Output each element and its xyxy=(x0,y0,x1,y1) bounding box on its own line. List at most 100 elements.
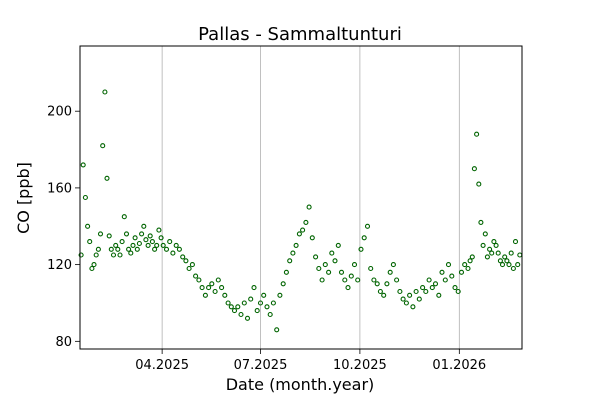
data-point xyxy=(480,242,486,248)
data-point xyxy=(462,262,468,268)
data-point xyxy=(426,277,432,283)
data-point xyxy=(110,252,117,258)
data-point xyxy=(147,233,153,239)
data-point xyxy=(497,258,503,264)
data-point xyxy=(371,277,377,283)
data-point xyxy=(183,258,189,264)
x-tick-label: 10.2025 xyxy=(333,358,387,373)
data-point xyxy=(413,288,419,295)
data-point xyxy=(97,231,104,237)
data-point xyxy=(145,242,151,248)
data-point xyxy=(400,296,406,302)
data-point xyxy=(136,240,142,247)
data-point xyxy=(158,235,164,241)
data-point xyxy=(80,162,86,168)
data-point xyxy=(100,143,106,149)
data-point xyxy=(152,246,158,252)
data-point xyxy=(358,246,364,252)
data-point xyxy=(407,292,413,298)
data-point xyxy=(206,285,212,291)
data-point xyxy=(93,252,99,258)
data-point xyxy=(478,219,484,225)
data-point xyxy=(186,265,192,272)
data-point xyxy=(512,239,519,245)
data-point xyxy=(228,304,234,310)
data-point xyxy=(467,258,473,264)
plot-frame xyxy=(79,45,523,350)
y-tick-label: 120 xyxy=(47,258,72,273)
data-point xyxy=(491,239,497,245)
data-point xyxy=(495,250,501,256)
data-point xyxy=(449,273,455,279)
data-point xyxy=(432,281,439,287)
chart-title: Pallas - Sammaltunturi xyxy=(198,24,402,45)
data-point xyxy=(202,292,208,298)
data-point xyxy=(143,237,149,243)
data-point xyxy=(306,204,312,210)
data-point xyxy=(274,327,280,333)
data-point xyxy=(222,292,228,298)
data-point xyxy=(420,285,426,291)
data-point xyxy=(134,246,140,252)
data-point xyxy=(215,277,221,283)
data-point xyxy=(102,89,108,95)
data-point xyxy=(241,300,247,306)
data-point xyxy=(163,246,170,252)
data-point xyxy=(251,285,257,291)
data-point xyxy=(173,242,179,248)
data-point xyxy=(283,269,289,275)
data-point xyxy=(149,239,155,245)
data-points xyxy=(78,89,523,333)
data-point xyxy=(293,242,299,248)
data-point xyxy=(487,246,493,252)
data-point xyxy=(303,219,309,225)
data-point xyxy=(82,194,88,201)
data-point xyxy=(277,292,283,298)
data-point xyxy=(482,231,488,237)
data-point xyxy=(199,285,205,291)
data-point xyxy=(130,242,136,248)
data-point xyxy=(455,288,461,295)
data-point xyxy=(493,242,499,248)
data-point xyxy=(193,273,199,279)
data-point xyxy=(474,131,480,137)
data-point xyxy=(476,181,482,187)
data-point xyxy=(416,296,422,302)
data-point xyxy=(465,265,471,272)
data-point xyxy=(123,231,130,237)
data-point xyxy=(156,227,162,233)
data-point xyxy=(452,285,458,291)
data-point xyxy=(225,300,231,306)
data-point xyxy=(235,304,241,310)
data-point xyxy=(154,242,160,248)
data-point xyxy=(108,246,114,252)
data-point xyxy=(209,281,215,287)
data-point xyxy=(91,262,97,268)
data-point xyxy=(106,233,112,239)
data-point xyxy=(351,262,358,268)
data-point xyxy=(436,292,442,298)
data-point xyxy=(196,277,202,283)
data-point xyxy=(458,269,465,275)
data-point xyxy=(313,254,319,260)
data-point xyxy=(316,265,322,272)
data-point xyxy=(489,250,495,256)
x-tick-label: 07.2025 xyxy=(234,358,288,373)
data-point xyxy=(219,285,225,291)
data-point xyxy=(364,223,371,229)
data-point xyxy=(510,265,516,272)
y-axis-label: CO [ppb] xyxy=(14,162,33,234)
data-point xyxy=(410,304,416,310)
data-point xyxy=(104,175,110,181)
data-point xyxy=(115,246,121,252)
data-point xyxy=(89,265,95,272)
data-point xyxy=(335,242,341,248)
data-point xyxy=(387,269,393,275)
data-point xyxy=(348,273,354,279)
data-point xyxy=(326,269,332,275)
data-point xyxy=(381,292,387,298)
x-tick-label: 01.2026 xyxy=(432,358,486,373)
y-tick-label: 80 xyxy=(55,335,72,350)
data-point xyxy=(508,250,514,256)
